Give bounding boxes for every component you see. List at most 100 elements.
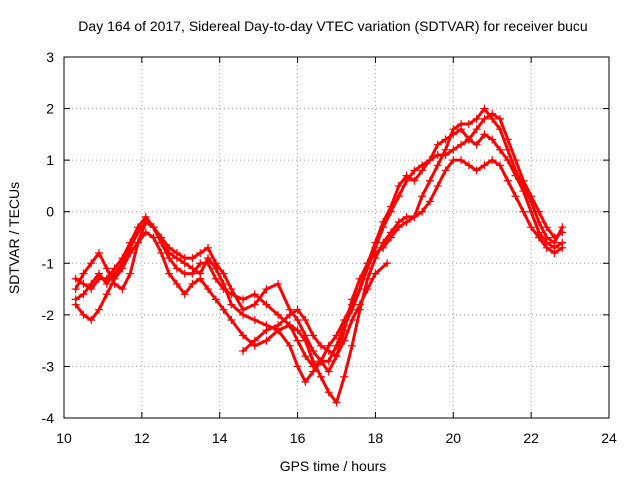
data-point bbox=[102, 264, 111, 273]
data-point bbox=[340, 372, 349, 381]
data-point bbox=[480, 114, 489, 123]
data-point bbox=[496, 114, 504, 123]
series-line bbox=[74, 107, 564, 374]
data-point bbox=[239, 295, 248, 304]
data-point bbox=[180, 254, 189, 263]
data-point bbox=[472, 114, 481, 123]
data-point bbox=[204, 254, 213, 263]
data-point bbox=[503, 176, 512, 185]
data-point bbox=[472, 166, 481, 175]
data-point bbox=[441, 166, 450, 175]
data-point bbox=[172, 264, 181, 273]
data-point bbox=[301, 316, 310, 325]
data-point bbox=[449, 145, 458, 154]
data-point bbox=[402, 171, 411, 180]
x-tick-label: 16 bbox=[290, 430, 306, 446]
data-point bbox=[433, 140, 442, 149]
data-point bbox=[87, 316, 96, 325]
data-point bbox=[180, 290, 189, 299]
data-point bbox=[371, 248, 380, 257]
data-point bbox=[87, 259, 96, 268]
data-point bbox=[410, 176, 419, 185]
data-point bbox=[293, 326, 302, 335]
data-point bbox=[464, 120, 473, 129]
data-point bbox=[425, 197, 434, 206]
data-point bbox=[425, 156, 434, 165]
data-point bbox=[394, 181, 403, 190]
plot-frame bbox=[63, 56, 610, 419]
data-point bbox=[309, 357, 318, 366]
data-point bbox=[79, 290, 88, 299]
series-group bbox=[71, 104, 567, 407]
data-point bbox=[149, 223, 158, 232]
data-point bbox=[285, 341, 294, 350]
data-point bbox=[348, 316, 357, 325]
data-point bbox=[355, 274, 364, 283]
data-point bbox=[239, 331, 248, 340]
data-point bbox=[79, 279, 88, 288]
data-point bbox=[418, 192, 427, 201]
series-trace-4 bbox=[71, 104, 567, 376]
data-point bbox=[496, 161, 504, 170]
data-point bbox=[433, 161, 442, 170]
data-point bbox=[71, 300, 80, 309]
data-point bbox=[433, 181, 442, 190]
data-point bbox=[149, 233, 158, 242]
data-point bbox=[332, 352, 341, 361]
data-point bbox=[180, 269, 189, 278]
data-point bbox=[363, 274, 372, 283]
series-trace-1 bbox=[71, 109, 567, 371]
x-tick-label: 14 bbox=[212, 430, 228, 446]
data-point bbox=[496, 145, 504, 154]
data-point bbox=[172, 279, 181, 288]
data-point bbox=[324, 346, 333, 355]
data-point bbox=[133, 238, 142, 247]
data-point bbox=[126, 269, 135, 278]
data-point bbox=[410, 166, 419, 175]
data-point bbox=[188, 279, 197, 288]
data-point bbox=[95, 269, 104, 278]
data-point bbox=[309, 346, 318, 355]
data-point bbox=[196, 259, 205, 268]
data-point bbox=[363, 259, 372, 268]
data-point bbox=[324, 367, 333, 376]
x-tick-label: 24 bbox=[601, 430, 617, 446]
data-point bbox=[534, 233, 543, 242]
data-point bbox=[550, 238, 559, 247]
data-point bbox=[301, 377, 310, 386]
data-point bbox=[527, 197, 536, 206]
x-tick-label: 18 bbox=[368, 430, 384, 446]
x-tick-label: 22 bbox=[523, 430, 539, 446]
y-tick-labels: -4 -3 -2 -1 0 1 2 3 bbox=[42, 49, 55, 426]
y-tick-label: 1 bbox=[46, 152, 54, 168]
data-point bbox=[387, 202, 395, 211]
y-tick-label: 0 bbox=[46, 204, 54, 220]
y-tick-label: -3 bbox=[42, 358, 55, 374]
data-point bbox=[457, 120, 466, 129]
data-point bbox=[457, 140, 466, 149]
data-point bbox=[250, 336, 259, 345]
data-point bbox=[387, 233, 395, 242]
data-point bbox=[188, 264, 197, 273]
data-point bbox=[204, 285, 213, 294]
chart-title: Day 164 of 2017, Sidereal Day-to-day VTE… bbox=[78, 18, 587, 34]
data-point bbox=[348, 341, 357, 350]
data-point bbox=[542, 243, 551, 252]
data-point bbox=[196, 274, 205, 283]
data-point bbox=[480, 130, 489, 139]
data-point bbox=[433, 150, 442, 159]
data-point bbox=[449, 125, 458, 134]
data-point bbox=[332, 398, 341, 407]
data-point bbox=[511, 192, 520, 201]
data-point bbox=[285, 310, 294, 319]
data-point bbox=[188, 254, 197, 263]
data-point bbox=[293, 305, 302, 314]
data-point bbox=[204, 243, 213, 252]
grid bbox=[64, 57, 609, 418]
data-point bbox=[383, 259, 392, 268]
data-point bbox=[239, 305, 248, 314]
data-point bbox=[219, 305, 228, 314]
data-point bbox=[309, 331, 318, 340]
data-point bbox=[488, 114, 497, 123]
data-point bbox=[316, 357, 325, 366]
